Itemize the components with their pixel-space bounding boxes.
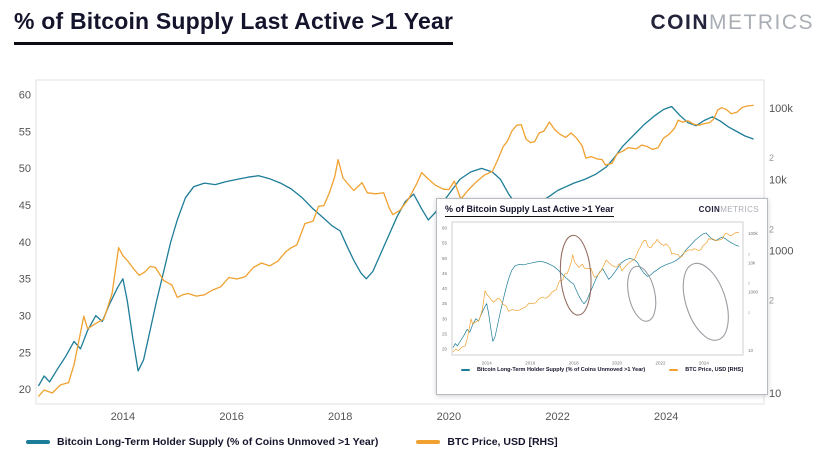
inset-coinmetrics-logo: COINMETRICS — [699, 205, 759, 214]
chart-legend: Bitcoin Long-Term Holder Supply (% of Co… — [26, 436, 558, 448]
svg-text:2014: 2014 — [482, 361, 493, 366]
svg-text:100k: 100k — [748, 231, 759, 236]
svg-text:30: 30 — [442, 316, 448, 321]
inset-logo-metrics-text: METRICS — [720, 205, 759, 214]
inset-legend-item-btc-price: BTC Price, USD [RHS] — [669, 367, 743, 373]
inset-logo-coin-text: COIN — [698, 205, 721, 214]
inset-btc-price-line-swatch — [669, 369, 679, 371]
inset-chart-panel: % of Bitcoin Supply Last Active >1 Year … — [436, 198, 768, 395]
svg-text:2: 2 — [748, 252, 750, 256]
svg-text:2020: 2020 — [612, 361, 623, 366]
inset-chart-header: % of Bitcoin Supply Last Active >1 Year … — [437, 199, 767, 217]
svg-text:2022: 2022 — [545, 411, 569, 423]
svg-text:20: 20 — [442, 347, 448, 352]
svg-text:2022: 2022 — [655, 361, 666, 366]
svg-text:25: 25 — [19, 347, 31, 359]
svg-text:25: 25 — [442, 331, 448, 336]
svg-text:50: 50 — [19, 163, 31, 175]
svg-text:30: 30 — [19, 311, 31, 323]
inset-lth-line-swatch — [460, 369, 470, 371]
logo-metrics-text: METRICS — [709, 11, 814, 34]
svg-text:2016: 2016 — [219, 411, 243, 423]
chart-header: % of Bitcoin Supply Last Active >1 Year … — [14, 8, 814, 45]
svg-text:45: 45 — [442, 271, 448, 276]
svg-text:10: 10 — [748, 348, 754, 353]
main-chart: 20 25 30 35 40 45 50 55 60 100k 2 10k 2 1000 2 10 2014 20… — [19, 79, 793, 423]
btc-price-line-swatch — [416, 440, 441, 444]
svg-text:55: 55 — [19, 126, 31, 138]
inset-chart-legend: Bitcoin Long-Term Holder Supply (% of Co… — [437, 367, 767, 373]
inset-legend-label-lth-supply: Bitcoin Long-Term Holder Supply (% of Co… — [476, 367, 646, 373]
svg-text:2016: 2016 — [525, 361, 536, 366]
coinmetrics-logo: COINMETRICS — [651, 11, 815, 35]
svg-text:40: 40 — [442, 286, 448, 291]
svg-text:1000: 1000 — [748, 290, 759, 295]
svg-text:60: 60 — [442, 226, 448, 231]
svg-text:35: 35 — [19, 274, 31, 286]
svg-text:2024: 2024 — [654, 411, 678, 423]
svg-text:10: 10 — [769, 388, 781, 400]
inset-chart-title: % of Bitcoin Supply Last Active >1 Year — [445, 204, 614, 217]
svg-text:35: 35 — [442, 301, 448, 306]
legend-label-btc-price: BTC Price, USD [RHS] — [447, 436, 558, 448]
lth-line-swatch — [26, 440, 50, 444]
svg-text:2020: 2020 — [437, 411, 461, 423]
svg-text:2014: 2014 — [111, 411, 135, 423]
svg-text:40: 40 — [19, 237, 31, 249]
svg-text:1000: 1000 — [769, 246, 793, 258]
svg-text:20: 20 — [19, 384, 31, 396]
svg-text:50: 50 — [442, 256, 448, 261]
legend-label-lth-supply: Bitcoin Long-Term Holder Supply (% of Co… — [57, 436, 379, 448]
svg-text:100k: 100k — [769, 103, 793, 115]
svg-text:10k: 10k — [769, 174, 787, 186]
inset-legend-item-lth-supply: Bitcoin Long-Term Holder Supply (% of Co… — [460, 367, 646, 373]
svg-text:10k: 10k — [748, 260, 756, 265]
svg-text:2: 2 — [748, 282, 750, 286]
svg-text:2: 2 — [748, 311, 750, 315]
svg-text:2018: 2018 — [328, 411, 352, 423]
page-title: % of Bitcoin Supply Last Active >1 Year — [14, 8, 454, 45]
svg-text:2018: 2018 — [569, 361, 580, 366]
inset-legend-label-btc-price: BTC Price, USD [RHS] — [685, 367, 744, 373]
svg-text:2: 2 — [769, 296, 774, 306]
svg-text:45: 45 — [19, 200, 31, 212]
svg-text:60: 60 — [19, 90, 31, 102]
legend-item-lth-supply: Bitcoin Long-Term Holder Supply (% of Co… — [26, 436, 378, 448]
legend-item-btc-price: BTC Price, USD [RHS] — [416, 436, 558, 448]
svg-text:2: 2 — [769, 153, 774, 163]
svg-text:2: 2 — [769, 224, 774, 234]
svg-text:2024: 2024 — [699, 361, 710, 366]
svg-text:55: 55 — [442, 241, 448, 246]
inset-chart: 20 25 30 35 40 45 50 55 60 100k 2 10k 2 1000 2 10 2014 20… — [442, 221, 759, 366]
logo-coin-text: COIN — [650, 11, 709, 34]
